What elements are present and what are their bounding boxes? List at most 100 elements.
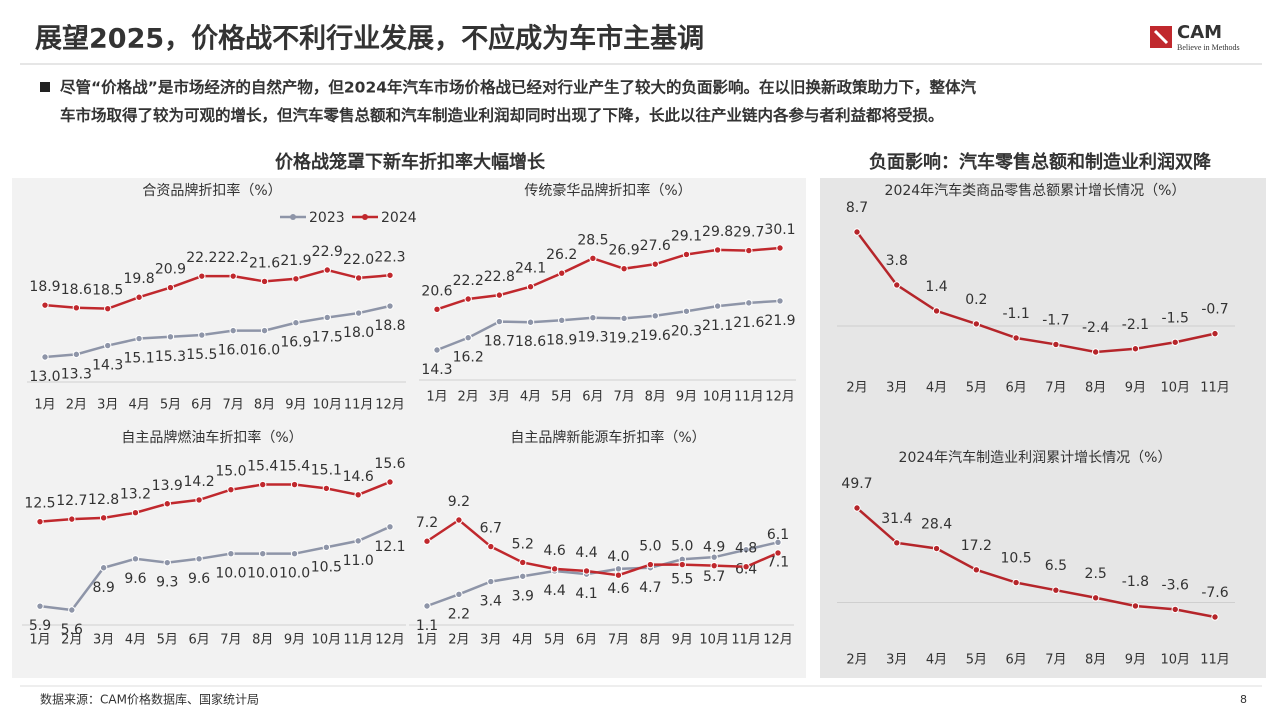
data-label: -1.7 [1042, 312, 1069, 328]
point [558, 316, 566, 325]
data-label: 10.5 [1001, 551, 1032, 567]
point [41, 301, 49, 309]
x-tick-label: 4月 [520, 390, 541, 405]
data-label: 30.1 [764, 222, 795, 238]
data-label: 21.6 [733, 315, 764, 331]
point [72, 304, 81, 312]
point [1131, 345, 1140, 353]
x-tick-label: 5月 [966, 381, 987, 396]
point [972, 566, 981, 574]
data-label: 12.7 [56, 493, 87, 509]
x-tick-label: 12月 [375, 633, 405, 648]
point [710, 561, 718, 570]
data-label: -0.7 [1201, 302, 1228, 318]
chart-title: 合资品牌折扣率（%） [142, 182, 281, 199]
point [526, 318, 535, 326]
left-panel [12, 178, 806, 678]
x-tick-label: 5月 [551, 390, 572, 405]
data-label: 16.2 [453, 350, 484, 366]
data-label: -2.1 [1122, 317, 1149, 333]
point [99, 564, 108, 572]
point [386, 523, 394, 531]
x-tick-label: 10月 [703, 390, 733, 405]
point [776, 244, 784, 252]
legend-marker [290, 214, 296, 220]
data-label: 15.4 [247, 459, 278, 475]
series-line [39, 480, 391, 523]
point [354, 491, 362, 499]
data-label: 14.3 [92, 358, 123, 374]
logo-mark-cut [1153, 29, 1169, 45]
point [260, 277, 269, 286]
series-line [39, 525, 391, 612]
data-label: 12.1 [374, 539, 405, 555]
x-tick-label: 4月 [926, 381, 947, 396]
x-tick-label: 9月 [285, 398, 306, 413]
data-label: 28.4 [921, 517, 952, 533]
x-tick-label: 3月 [93, 633, 114, 648]
point [386, 302, 394, 310]
data-label: 16.0 [218, 343, 249, 359]
data-label: 10.0 [247, 566, 278, 582]
data-label: 22.9 [312, 244, 343, 260]
data-label: 21.9 [280, 253, 311, 269]
data-label: 4.6 [607, 581, 629, 597]
x-tick-label: 10月 [699, 633, 729, 648]
point [1091, 348, 1100, 356]
x-tick-label: 4月 [926, 653, 947, 668]
data-label: 4.4 [575, 545, 597, 561]
point [464, 334, 472, 342]
data-label: 9.6 [188, 571, 210, 587]
data-label: 19.6 [640, 328, 671, 344]
x-tick-label: 3月 [489, 390, 510, 405]
data-label: 8.7 [846, 200, 868, 216]
point [322, 484, 331, 493]
point [495, 317, 504, 326]
point [290, 549, 299, 558]
data-label: 14.2 [184, 474, 215, 490]
x-tick-label: 7月 [223, 398, 244, 413]
data-label: -1.1 [1002, 306, 1029, 322]
point [36, 602, 44, 610]
point [104, 341, 112, 350]
point [1091, 594, 1100, 602]
series-line [436, 299, 781, 352]
data-label: 5.5 [671, 571, 693, 587]
data-label: 6.1 [767, 527, 789, 543]
data-label: 29.1 [671, 228, 702, 244]
x-tick-label: 4月 [125, 633, 146, 648]
x-tick-label: 5月 [544, 633, 565, 648]
point [227, 549, 235, 558]
data-label: 12.8 [88, 492, 119, 508]
point [323, 266, 331, 274]
page-number: 8 [1240, 693, 1247, 706]
data-label: 5.6 [61, 622, 83, 638]
x-tick-label: 9月 [676, 390, 697, 405]
point [135, 293, 143, 301]
data-label: 3.8 [886, 253, 908, 269]
x-tick-label: 6月 [582, 390, 603, 405]
point [682, 250, 691, 259]
point [99, 514, 108, 522]
data-label: 18.8 [374, 318, 405, 334]
x-tick-label: 5月 [160, 398, 181, 413]
data-label: 7.1 [767, 554, 789, 570]
data-label: 5.0 [671, 539, 693, 555]
data-label: 17.2 [961, 538, 992, 554]
x-tick-label: 3月 [480, 633, 501, 648]
data-label: 6.5 [1045, 558, 1067, 574]
data-label: 5.9 [29, 618, 51, 634]
x-tick-label: 3月 [886, 653, 907, 668]
x-tick-label: 8月 [1085, 653, 1106, 668]
data-label: 15.0 [215, 464, 246, 480]
x-tick-label: 6月 [1005, 381, 1026, 396]
point [1171, 338, 1179, 346]
data-label: -2.4 [1082, 320, 1109, 336]
data-label: 6.7 [480, 521, 502, 537]
data-label: 18.9 [29, 279, 60, 295]
data-label: 15.1 [124, 351, 155, 367]
point [464, 295, 472, 303]
data-label: 3.4 [480, 594, 502, 610]
x-tick-label: 1月 [34, 398, 55, 413]
